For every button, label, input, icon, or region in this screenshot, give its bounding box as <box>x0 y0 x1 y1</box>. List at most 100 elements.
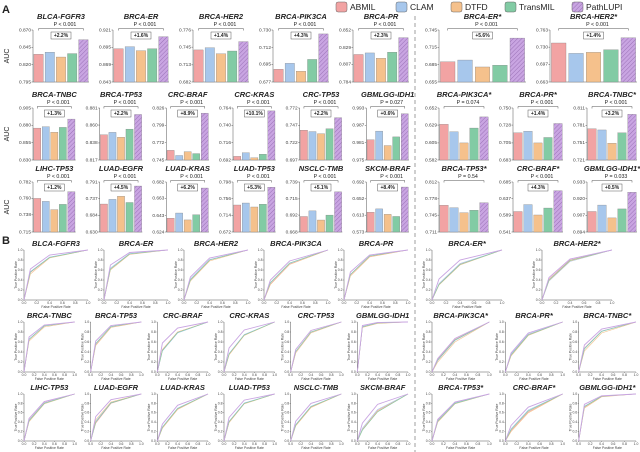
gain-box <box>244 183 265 192</box>
y-tick-label: 0.695 <box>259 62 271 68</box>
chart-title: CRC-KRAS <box>229 311 269 320</box>
axis <box>223 394 275 442</box>
bar <box>449 207 459 233</box>
roc-curve <box>23 249 89 301</box>
bar-hatch <box>267 187 275 232</box>
y-tick-label: 0.2 <box>84 429 89 433</box>
x-tick-label: 0.4 <box>309 442 314 446</box>
y-tick-label: 0.589 <box>499 213 511 219</box>
y-axis-label: True Positive Rate <box>14 261 18 289</box>
x-tick-label: 0.4 <box>526 442 531 446</box>
x-tick-label: 1.0 <box>246 301 251 305</box>
x-axis-label: False Positive Rate <box>235 446 264 450</box>
bar <box>469 127 479 161</box>
significance-bracket <box>591 106 633 109</box>
bar <box>259 204 267 233</box>
y-tick-label: 1.0 <box>84 392 89 396</box>
bar-hatch <box>401 187 409 232</box>
p-value: P < 0.001 <box>531 100 554 106</box>
gain-label: +2.2% <box>314 111 329 117</box>
x-tick-label: 0.6 <box>60 301 65 305</box>
significance-bracket <box>237 106 272 109</box>
roc-curve <box>505 321 563 373</box>
x-tick-label: 0.0 <box>288 373 293 377</box>
y-tick-label: 0.4 <box>426 420 431 424</box>
x-tick-label: 1.0 <box>72 373 77 377</box>
roc-curve <box>157 393 209 442</box>
chart-title: BLCA-FGFR3 <box>32 239 81 248</box>
x-tick-label: 0.0 <box>576 373 581 377</box>
bar <box>603 49 619 83</box>
roc-curve <box>90 321 142 373</box>
bar <box>523 131 533 161</box>
roc-curve <box>505 393 563 442</box>
bar <box>513 132 523 161</box>
x-tick-label: 0.0 <box>288 442 293 446</box>
bar <box>449 131 459 161</box>
x-tick-label: 0.8 <box>129 442 134 446</box>
roc-curve <box>578 393 637 442</box>
roc-curve <box>505 393 563 442</box>
y-tick-label: 0.705 <box>499 140 511 146</box>
y-tick-label: 0.6 <box>351 411 356 415</box>
y-tick-label: 0.6 <box>499 340 504 344</box>
chart-title: BRCA-TNBC <box>27 311 73 320</box>
roc-curve <box>23 321 75 373</box>
y-tick-label: 0.0 <box>536 298 541 302</box>
y-tick-label: 0.0 <box>151 370 156 374</box>
bar <box>42 126 50 161</box>
x-axis-label: False Positive Rate <box>446 377 475 381</box>
bar <box>300 216 308 233</box>
y-tick-label: 0.573 <box>352 229 364 235</box>
x-tick-label: 0.0 <box>88 373 93 377</box>
y-tick-label: 0.880 <box>19 123 31 129</box>
y-axis-label: True Positive Rate <box>281 404 285 432</box>
y-tick-label: 0.2 <box>151 429 156 433</box>
x-tick-label: 0.0 <box>576 442 581 446</box>
x-tick-label: 0.2 <box>34 301 39 305</box>
bar <box>587 211 597 233</box>
y-tick-label: 1.0 <box>426 248 431 252</box>
roc-curve <box>223 321 275 373</box>
x-tick-label: 0.0 <box>355 373 360 377</box>
bar <box>607 143 617 161</box>
y-tick-label: 0.715 <box>425 45 437 51</box>
bar <box>192 214 200 233</box>
y-tick-label: 0.798 <box>219 179 231 185</box>
x-tick-label: 0.0 <box>88 442 93 446</box>
y-tick-label: 0.0 <box>218 370 223 374</box>
bar <box>192 153 200 161</box>
roc-curve <box>356 321 409 373</box>
x-axis-label: False Positive Rate <box>101 377 130 381</box>
bar <box>551 42 567 83</box>
y-tick-label: 0.820 <box>19 62 31 68</box>
bar-hatch <box>201 188 209 232</box>
gain-label: +1.4% <box>214 33 229 39</box>
x-axis-label: False Positive Rate <box>201 305 230 309</box>
roc-curve <box>290 321 342 373</box>
y-tick-label: 0.2 <box>284 360 289 364</box>
y-tick-label: 0.807 <box>339 62 351 68</box>
significance-bracket <box>517 106 559 109</box>
y-tick-label: 0.6 <box>284 340 289 344</box>
significance-bracket <box>303 106 339 109</box>
bar <box>607 217 617 233</box>
y-tick-label: 0.6 <box>572 340 577 344</box>
chart-title: LUAD-KRAS <box>160 383 205 392</box>
chart-title: LUAD-TP53 <box>229 383 271 392</box>
y-tick-label: 0.8 <box>351 330 356 334</box>
y-tick-label: 0.655 <box>425 79 437 85</box>
y-tick-label: 0.2 <box>426 288 431 292</box>
y-tick-label: 0.2 <box>499 429 504 433</box>
p-value: P = 0.074 <box>457 100 480 106</box>
x-tick-label: 0.2 <box>588 442 593 446</box>
y-tick-label: 0.4 <box>18 420 23 424</box>
gain-label: +0.5% <box>605 185 620 191</box>
bar <box>67 53 78 83</box>
bar <box>166 218 175 233</box>
p-value: P < 0.001 <box>531 174 554 180</box>
axis <box>578 394 636 442</box>
y-axis-label: True Positive Rate <box>422 261 426 289</box>
roc-curve <box>431 249 503 301</box>
significance-bracket <box>170 180 205 183</box>
